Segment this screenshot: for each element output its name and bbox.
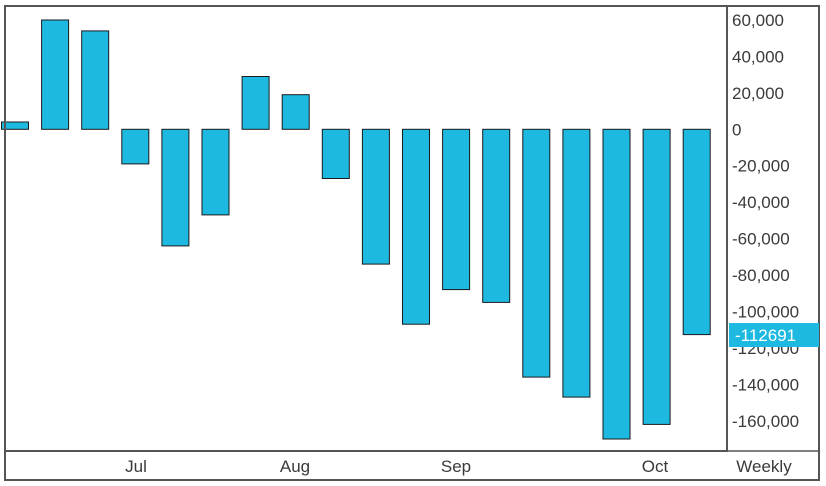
y-tick-label: -140,000 — [732, 375, 799, 394]
bar-11 — [402, 128, 430, 325]
bar-18 — [682, 128, 711, 336]
x-label-oct: Oct — [642, 457, 669, 476]
y-tick-label: -40,000 — [732, 193, 790, 212]
bar-8 — [281, 94, 310, 130]
bar-4 — [121, 128, 150, 165]
x-label-sep: Sep — [441, 457, 471, 476]
bar-15 — [562, 128, 591, 398]
y-tick-label: -160,000 — [732, 412, 799, 431]
bar-13 — [482, 128, 511, 303]
last-value-tag-bg — [729, 323, 819, 347]
y-axis: 60,000 40,000 20,000 0 -20,000 -40,000 -60,000… — [732, 11, 799, 431]
bar-14 — [522, 128, 551, 378]
y-tick-label: -100,000 — [732, 303, 799, 322]
last-value-tag: -112691 — [729, 323, 819, 347]
bar-6 — [201, 128, 230, 216]
bar-16 — [602, 128, 631, 440]
x-axis: Jul Aug Sep Oct Weekly — [125, 457, 792, 476]
y-tick-label: 40,000 — [732, 47, 784, 66]
x-label-aug: Aug — [280, 457, 310, 476]
last-value-text: -112691 — [735, 326, 796, 345]
bar-12 — [442, 128, 471, 291]
bar-2 — [41, 19, 70, 130]
x-label-jul: Jul — [125, 457, 147, 476]
outer-frame — [4, 5, 820, 481]
bar-17 — [642, 128, 671, 425]
bar-10 — [361, 128, 390, 265]
y-tick-label: 60,000 — [732, 11, 784, 30]
y-tick-label: -60,000 — [732, 230, 790, 249]
frequency-label: Weekly — [736, 457, 792, 476]
bar-5 — [161, 128, 190, 247]
bar-3 — [81, 30, 110, 130]
bar-1 — [1, 121, 29, 130]
y-tick-label: 0 — [732, 120, 741, 139]
y-tick-label: -20,000 — [732, 157, 790, 176]
bar-7 — [241, 76, 270, 130]
y-tick-label: -80,000 — [732, 266, 790, 285]
bar-9 — [321, 128, 350, 180]
y-tick-label: 20,000 — [732, 84, 784, 103]
bars-group — [1, 19, 711, 440]
